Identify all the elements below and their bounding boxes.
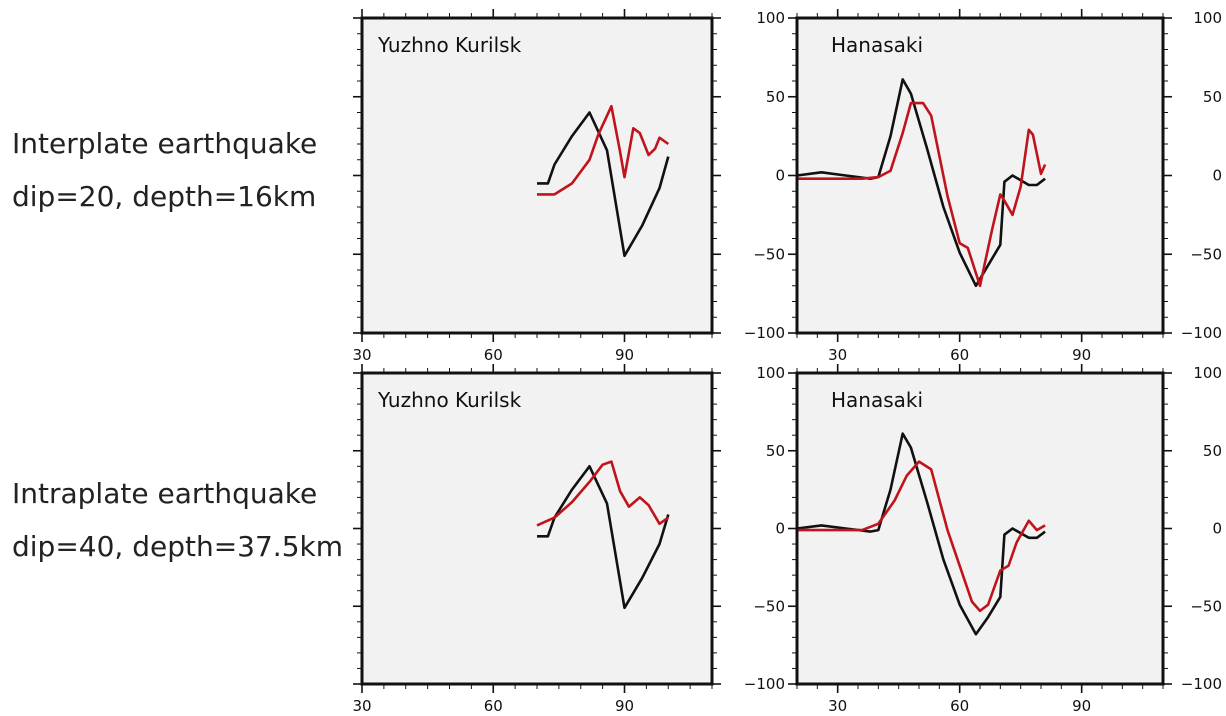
- right-y-tick-label: 100: [1193, 364, 1222, 382]
- panel-frame: [360, 371, 714, 686]
- x-tick-label: 60: [950, 346, 969, 364]
- right-y-tick-label: −100: [1181, 324, 1222, 342]
- panel-frame: [360, 16, 714, 335]
- x-tick-label: 90: [615, 346, 634, 364]
- x-tick-label: 30: [352, 346, 371, 364]
- right-y-tick-label: 0: [1212, 167, 1222, 185]
- x-tick-label: 90: [1072, 346, 1091, 364]
- right-y-tick-label: −50: [1190, 597, 1222, 615]
- right-y-tick-label: 100: [1193, 9, 1222, 27]
- right-y-tick-label: −100: [1181, 675, 1222, 693]
- series-line-2: [797, 101, 1047, 288]
- panel-title: Yuzhno Kurilsk: [377, 33, 522, 57]
- panel-title: Yuzhno Kurilsk: [377, 388, 522, 412]
- panel-title: Hanasaki: [831, 388, 923, 412]
- panels: Yuzhno Kurilsk 30 60 90 Hanasaki 30 60 90 −100 −5…: [352, 9, 1222, 715]
- panel-frame: [795, 371, 1165, 686]
- series-line-1: [537, 111, 670, 258]
- y-tick-label: 0: [775, 167, 785, 185]
- x-tick-label: 90: [1072, 697, 1091, 715]
- x-tick-label: 30: [828, 346, 847, 364]
- row-1-label-line2: dip=20, depth=16km: [12, 180, 316, 213]
- y-tick-label: −100: [744, 675, 785, 693]
- y-tick-label: 50: [766, 442, 785, 460]
- x-tick-label: 60: [950, 697, 969, 715]
- panel-2: Hanasaki 30 60 90 −100 −50 0 50 100 −100 −50 0 50 100: [744, 9, 1222, 364]
- right-y-tick-label: −50: [1190, 245, 1222, 263]
- panel-1: Yuzhno Kurilsk 30 60 90: [352, 9, 721, 364]
- y-tick-label: 100: [756, 364, 785, 382]
- series-line-2: [797, 460, 1046, 613]
- series-line-2: [537, 104, 670, 196]
- series-line-1: [796, 432, 1046, 636]
- right-y-tick-label: 50: [1203, 88, 1222, 106]
- x-tick-label: 60: [484, 346, 503, 364]
- row-1-label-line1: Interplate earthquake: [12, 127, 317, 160]
- series-line-1: [537, 465, 670, 610]
- y-tick-label: 50: [766, 88, 785, 106]
- row-2-label-line2: dip=40, depth=37.5km: [12, 530, 343, 563]
- y-tick-label: −50: [753, 245, 785, 263]
- panel-title: Hanasaki: [831, 33, 923, 57]
- panel-4: Hanasaki 30 60 90 −100 −50 0 50 100 −100 −50 0 50 100: [744, 364, 1222, 715]
- panel-3: Yuzhno Kurilsk 30 60 90: [352, 364, 721, 715]
- x-tick-label: 60: [484, 697, 503, 715]
- x-tick-label: 90: [615, 697, 634, 715]
- row-2-label-line1: Intraplate earthquake: [12, 477, 317, 510]
- panel-background: [797, 373, 1163, 684]
- x-tick-label: 30: [352, 697, 371, 715]
- panel-frame: [795, 16, 1165, 335]
- x-tick-label: 30: [828, 697, 847, 715]
- y-tick-label: −100: [744, 324, 785, 342]
- y-tick-label: 0: [775, 520, 785, 538]
- y-tick-label: −50: [753, 597, 785, 615]
- right-y-tick-label: 50: [1203, 442, 1222, 460]
- series-line-2: [536, 460, 670, 527]
- right-y-tick-label: 0: [1212, 520, 1222, 538]
- panel-background: [362, 18, 712, 333]
- y-tick-label: 100: [756, 9, 785, 27]
- panel-background: [362, 373, 712, 684]
